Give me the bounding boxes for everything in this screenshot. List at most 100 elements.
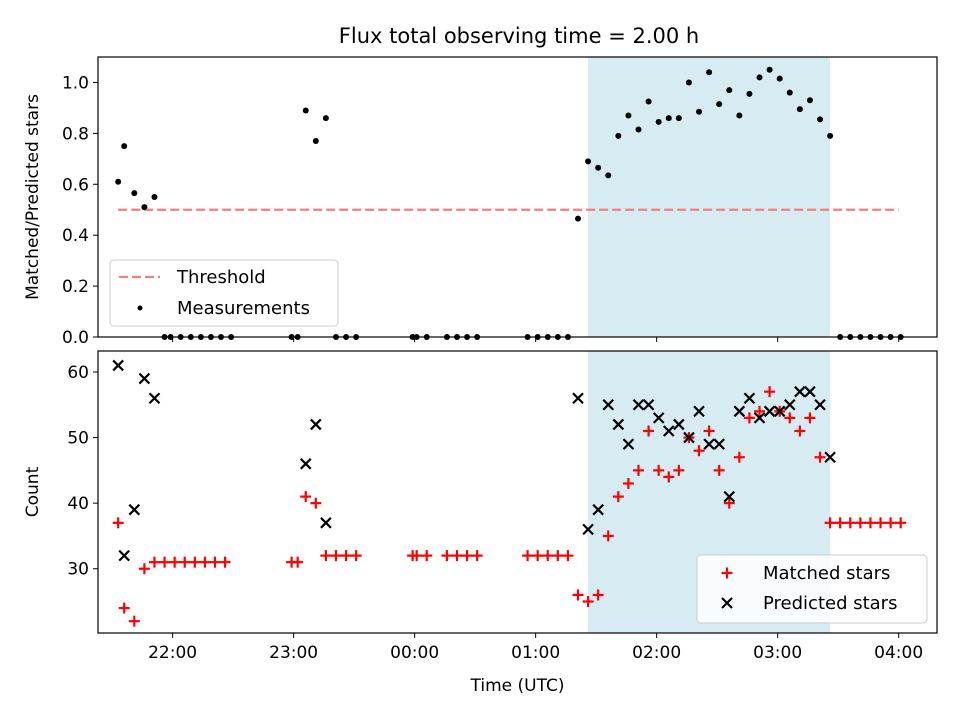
predicted-point-b bbox=[652, 412, 665, 424]
predicted-point-b bbox=[572, 392, 584, 404]
predicted-point-b bbox=[683, 431, 695, 444]
matched-point bbox=[854, 517, 866, 529]
predicted-point bbox=[572, 392, 584, 404]
matched-point bbox=[764, 386, 776, 398]
predicted-point bbox=[622, 438, 635, 450]
predicted-point bbox=[683, 431, 695, 444]
matched-point bbox=[209, 556, 221, 568]
matched-point bbox=[522, 550, 534, 562]
measurement-point bbox=[696, 108, 703, 115]
legend-predicted-label: Predicted stars bbox=[763, 593, 897, 614]
predicted-point-b bbox=[773, 405, 786, 418]
matched-point bbox=[875, 517, 887, 529]
measurement-point bbox=[645, 98, 652, 105]
predicted-point-b bbox=[703, 438, 715, 450]
matched-point bbox=[189, 556, 201, 568]
matched-point bbox=[199, 556, 211, 568]
measurement-point bbox=[115, 178, 122, 185]
measurement-point bbox=[141, 204, 148, 211]
matched-point bbox=[673, 464, 685, 476]
matched-point bbox=[602, 530, 614, 542]
predicted-point-b bbox=[783, 398, 796, 411]
predicted-point-b bbox=[642, 398, 655, 411]
predicted-point-b bbox=[673, 418, 685, 431]
matched-point bbox=[612, 491, 624, 503]
predicted-point bbox=[652, 412, 665, 424]
count-panel: 30 40 50 60 Count 22:00 23:00 00:00 01:00 02:00 03… bbox=[23, 350, 938, 696]
predicted-point-b bbox=[592, 503, 604, 516]
y-tick-label: 0.2 bbox=[62, 277, 89, 297]
x-tick-label: 04:00 bbox=[874, 643, 923, 663]
predicted-point bbox=[824, 451, 836, 464]
measurement-point bbox=[585, 158, 592, 165]
matched-point bbox=[864, 517, 876, 529]
y-tick-label: 50 bbox=[67, 429, 89, 449]
predicted-point-b bbox=[794, 385, 806, 398]
predicted-point-b bbox=[753, 412, 766, 424]
measurement-point bbox=[121, 143, 128, 150]
predicted-point bbox=[693, 405, 705, 418]
matched-point bbox=[582, 596, 594, 608]
y-tick-label: 60 bbox=[67, 363, 89, 383]
predicted-point-b bbox=[582, 523, 594, 536]
predicted-point bbox=[753, 412, 766, 424]
predicted-point bbox=[794, 385, 806, 398]
measurement-point bbox=[756, 74, 763, 81]
y-axis-label: Count bbox=[23, 466, 43, 517]
predicted-point-b bbox=[622, 438, 635, 450]
measurement-point bbox=[625, 112, 632, 119]
matched-point bbox=[159, 556, 171, 568]
plot-frame bbox=[97, 350, 938, 634]
predicted-point bbox=[733, 405, 746, 418]
predicted-point bbox=[118, 549, 130, 562]
predicted-point bbox=[642, 398, 655, 411]
y-tick-label: 0.8 bbox=[62, 124, 89, 144]
matched-point bbox=[340, 550, 352, 562]
measurement-point bbox=[302, 107, 309, 114]
matched-point bbox=[148, 556, 160, 568]
matched-point bbox=[885, 517, 897, 529]
matched-point bbox=[138, 563, 150, 575]
x-tick-label: 03:00 bbox=[753, 643, 802, 663]
x-tick-label: 00:00 bbox=[390, 643, 439, 663]
matched-point bbox=[622, 477, 634, 489]
predicted-point bbox=[743, 392, 756, 404]
measurement-point bbox=[776, 75, 783, 82]
measurement-point bbox=[827, 132, 834, 139]
predicted-point-b bbox=[299, 458, 312, 470]
matched-point bbox=[300, 491, 312, 503]
matched-point bbox=[292, 556, 304, 568]
legend-predicted-swatch-b bbox=[721, 597, 733, 609]
measurement-point bbox=[817, 116, 824, 123]
matched-point bbox=[895, 517, 907, 529]
predicted-point bbox=[582, 523, 594, 536]
predicted-point bbox=[138, 372, 151, 385]
y-tick-label: 1.0 bbox=[62, 73, 89, 93]
predicted-point bbox=[299, 458, 312, 470]
measurement-point bbox=[655, 118, 662, 125]
legend-box bbox=[696, 554, 928, 624]
predicted-point bbox=[673, 418, 685, 431]
predicted-point bbox=[148, 392, 161, 404]
legend: Threshold Measurements bbox=[109, 259, 339, 327]
matched-point bbox=[118, 602, 130, 614]
measurement-point bbox=[131, 190, 138, 197]
matched-point bbox=[219, 556, 231, 568]
matched-point bbox=[562, 550, 574, 562]
legend-measurement-swatch bbox=[137, 305, 143, 311]
predicted-point bbox=[592, 503, 604, 516]
predicted-point bbox=[128, 503, 141, 516]
x-tick-label: 02:00 bbox=[632, 643, 681, 663]
x-tick-label: 23:00 bbox=[269, 643, 318, 663]
matched-point bbox=[824, 517, 836, 529]
matched-point bbox=[169, 556, 181, 568]
measurement-point bbox=[716, 101, 723, 108]
measurement-point bbox=[786, 89, 793, 96]
predicted-point bbox=[320, 517, 332, 529]
matched-point bbox=[461, 550, 473, 562]
predicted-point bbox=[602, 398, 615, 411]
predicted-point-b bbox=[602, 398, 615, 411]
predicted-point-b bbox=[723, 490, 736, 503]
predicted-point-b bbox=[693, 405, 705, 418]
